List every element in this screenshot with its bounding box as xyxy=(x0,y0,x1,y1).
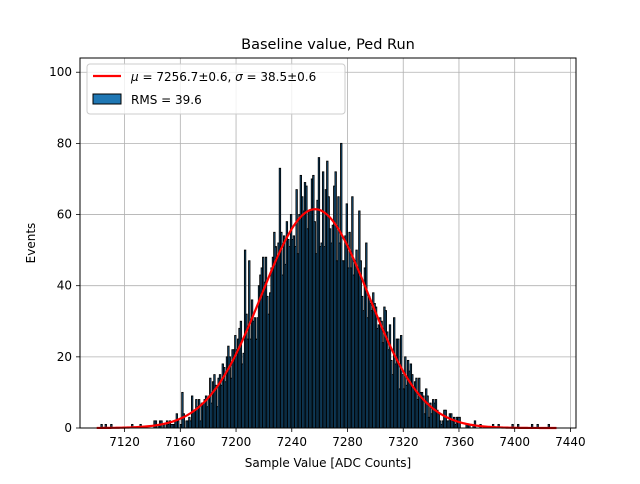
y-tick-label: 0 xyxy=(64,421,72,435)
y-tick-label: 40 xyxy=(57,279,72,293)
x-axis-label: Sample Value [ADC Counts] xyxy=(245,456,411,470)
x-tick-label: 7440 xyxy=(555,435,586,449)
legend-histogram-label: RMS = 39.6 xyxy=(131,93,202,107)
y-axis-ticks: 0 20 40 60 80 100 xyxy=(49,65,80,435)
legend-fit-mu-value: = 7256.7±0.6, xyxy=(139,70,235,84)
legend-fit-mu-symbol: μ xyxy=(130,70,139,84)
x-tick-label: 7240 xyxy=(277,435,308,449)
y-tick-label: 20 xyxy=(57,350,72,364)
y-axis-label: Events xyxy=(24,223,38,264)
x-tick-label: 7120 xyxy=(109,435,140,449)
legend-histogram-swatch xyxy=(92,93,122,105)
x-tick-label: 7360 xyxy=(444,435,475,449)
x-axis-ticks: 7120 7160 7200 7240 7280 7320 7360 7400 7440 xyxy=(109,428,586,449)
legend-fit-sigma-value: = 38.5±0.6 xyxy=(243,70,317,84)
x-tick-label: 7200 xyxy=(221,435,252,449)
legend-box xyxy=(86,63,346,115)
x-tick-label: 7400 xyxy=(499,435,530,449)
chart-title: Baseline value, Ped Run xyxy=(241,37,415,53)
x-tick-label: 7280 xyxy=(332,435,363,449)
x-tick-label: 7320 xyxy=(388,435,419,449)
legend: μ = 7256.7±0.6, σ = 38.5±0.6 RMS = 39.6 xyxy=(86,63,346,115)
legend-fit-label: μ = 7256.7±0.6, σ = 38.5±0.6 xyxy=(130,70,316,84)
x-tick-label: 7160 xyxy=(165,435,196,449)
histogram-bar xyxy=(177,420,180,429)
plot-frame xyxy=(79,57,577,429)
y-tick-label: 60 xyxy=(57,208,72,222)
gaussian-fit-curve xyxy=(96,208,557,430)
legend-fit-sigma-symbol: σ xyxy=(235,70,243,84)
y-tick-label: 100 xyxy=(49,65,72,79)
y-tick-label: 80 xyxy=(57,136,72,150)
